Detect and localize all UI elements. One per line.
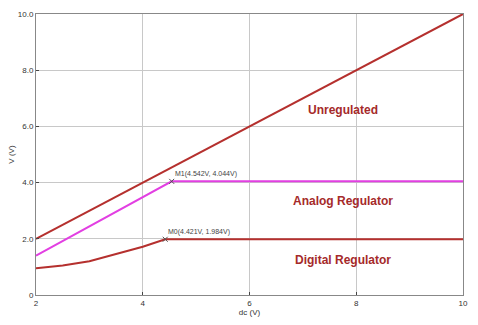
svg-text:10.0: 10.0 [18,10,34,19]
svg-text:dc (V): dc (V) [239,308,261,317]
svg-text:2.0: 2.0 [22,235,34,244]
svg-text:10: 10 [459,299,468,308]
svg-text:8: 8 [354,299,359,308]
svg-text:V (V): V (V) [7,145,16,164]
svg-text:2: 2 [34,299,39,308]
svg-text:Analog Regulator: Analog Regulator [293,194,393,208]
svg-text:4: 4 [141,299,146,308]
svg-text:0: 0 [29,291,34,300]
svg-text:6: 6 [247,299,252,308]
svg-text:4.0: 4.0 [22,178,34,187]
svg-text:M1(4.542V, 4.044V): M1(4.542V, 4.044V) [175,170,237,178]
svg-text:8.0: 8.0 [22,66,34,75]
svg-text:Digital Regulator: Digital Regulator [295,253,391,267]
svg-text:6.0: 6.0 [22,122,34,131]
svg-text:M0(4.421V, 1.984V): M0(4.421V, 1.984V) [168,228,230,236]
svg-text:Unregulated: Unregulated [308,103,378,117]
